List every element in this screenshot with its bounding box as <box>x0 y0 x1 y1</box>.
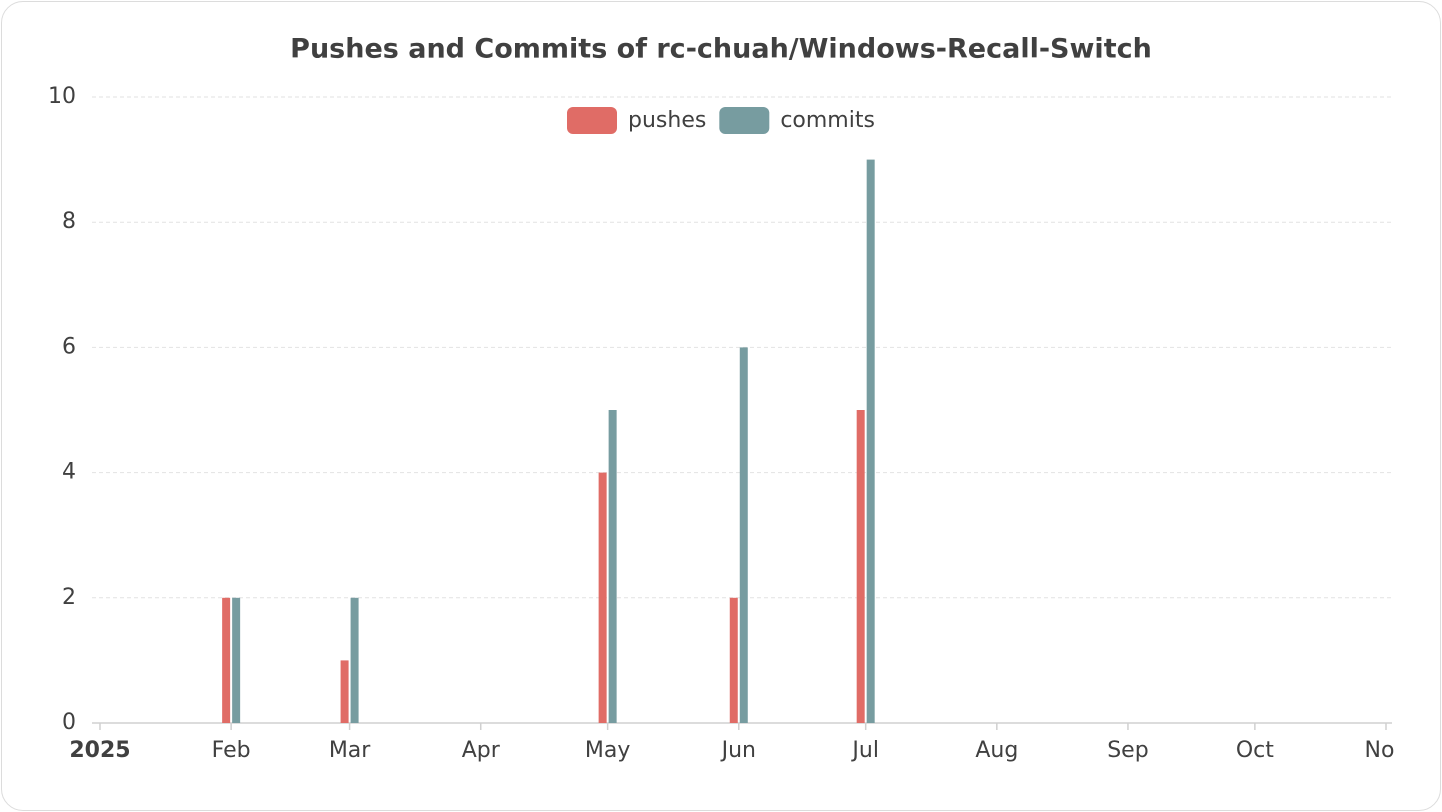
x-tick-label: Mar <box>329 738 371 763</box>
bar <box>729 597 738 723</box>
x-tick-label: Feb <box>212 738 251 763</box>
x-tick-label: Nov <box>1365 738 1408 763</box>
y-tick-label: 8 <box>62 209 76 234</box>
bar <box>232 597 241 723</box>
x-tick-label: Jul <box>850 738 879 763</box>
x-tick-label: Aug <box>975 738 1018 763</box>
bar <box>739 347 748 723</box>
x-tick-label: May <box>585 738 630 763</box>
legend-label: commits <box>780 108 875 133</box>
y-tick-label: 10 <box>48 84 76 109</box>
bar <box>866 159 875 724</box>
y-tick-label: 6 <box>62 334 76 359</box>
x-tick-label: 2025 <box>69 738 130 763</box>
y-tick-label: 0 <box>62 710 76 735</box>
x-tick-label: Jun <box>720 738 756 763</box>
bar <box>598 472 607 723</box>
chart-title: Pushes and Commits of rc-chuah/Windows-R… <box>290 34 1152 65</box>
legend-swatch <box>719 107 770 134</box>
legend-label: pushes <box>628 108 706 133</box>
x-tick-label: Sep <box>1107 738 1148 763</box>
y-tick-label: 4 <box>62 460 76 485</box>
y-tick-label: 2 <box>62 585 76 610</box>
bar <box>608 410 617 723</box>
x-tick-label: Apr <box>462 738 501 763</box>
x-tick-label: Oct <box>1236 738 1274 763</box>
bar <box>856 410 865 723</box>
bar <box>350 597 359 723</box>
bar <box>340 660 349 723</box>
bar <box>222 597 231 723</box>
legend-swatch <box>567 107 617 134</box>
